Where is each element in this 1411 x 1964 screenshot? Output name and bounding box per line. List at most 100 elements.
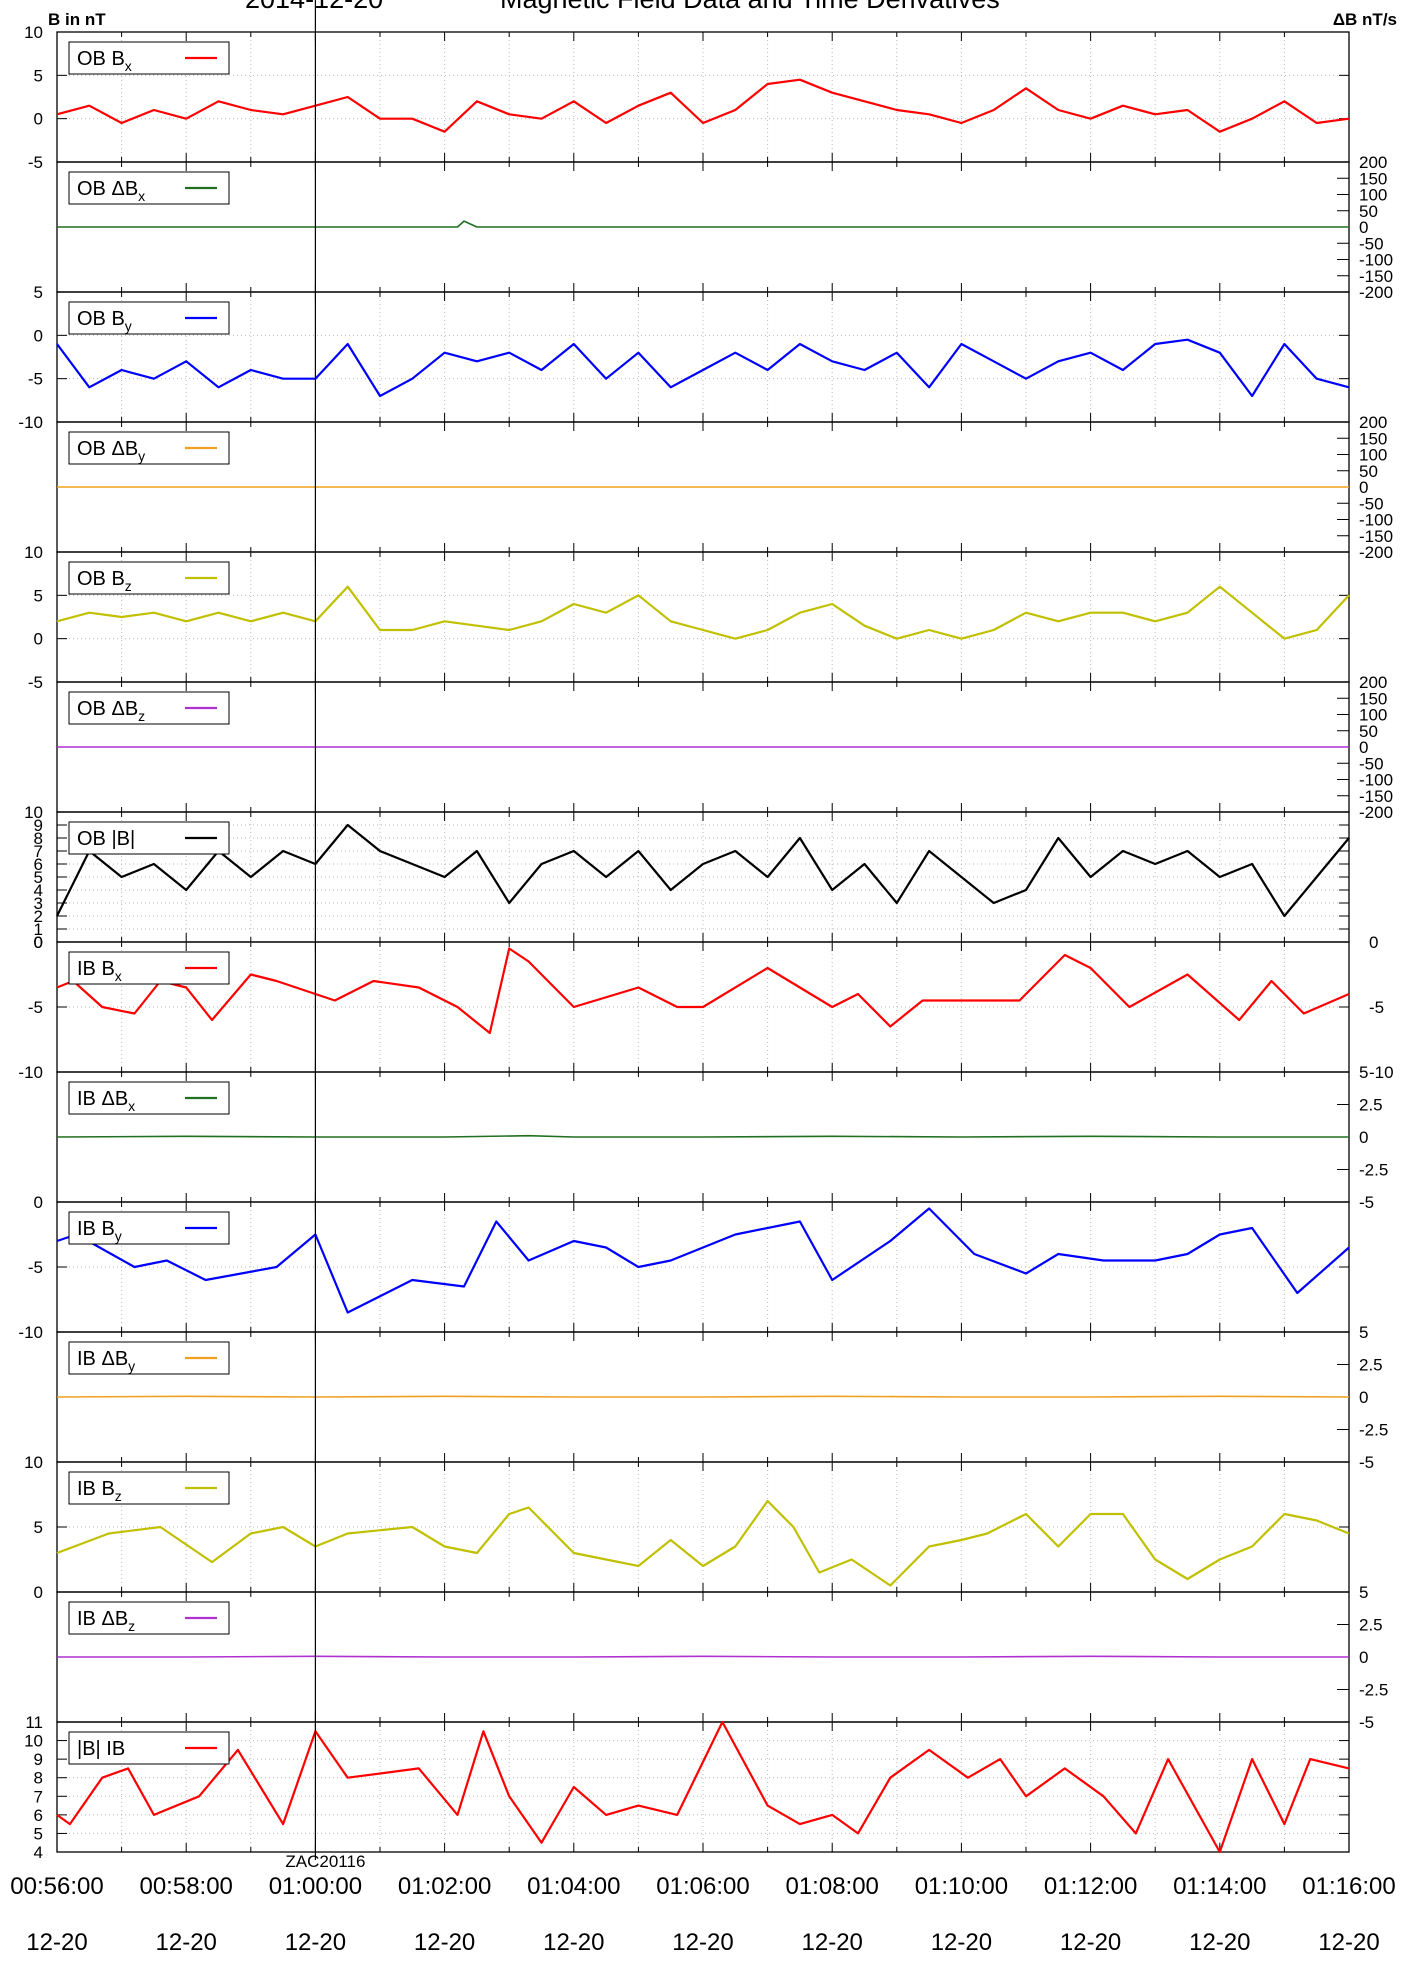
x-tick-time: 00:56:00 xyxy=(10,1873,103,1900)
y-tick-label: 0 xyxy=(34,326,43,345)
x-tick-time: 01:02:00 xyxy=(398,1873,491,1900)
legend-box xyxy=(68,821,230,855)
x-tick-time: 01:04:00 xyxy=(527,1873,620,1900)
y-tick-label: 8 xyxy=(34,829,43,848)
x-tick-time: 01:16:00 xyxy=(1302,1873,1395,1900)
y-tick-label: -10 xyxy=(18,1323,43,1342)
series-line xyxy=(56,1395,1350,1398)
y-tick-label: 100 xyxy=(1359,186,1387,205)
y-tick-label: -5 xyxy=(1359,1713,1374,1732)
series-line xyxy=(56,585,1350,640)
y-tick-label: -10 xyxy=(18,413,43,432)
y-tick-label: -2.5 xyxy=(1359,1681,1388,1700)
legend: IB By xyxy=(68,1211,230,1245)
x-tick-date: 12-20 xyxy=(414,1929,475,1956)
panel-5: 10 5 0 -5 OB Bz xyxy=(24,543,1350,692)
y-tick-label: 0 xyxy=(34,933,43,952)
legend-box xyxy=(68,301,230,335)
y-tick-label: 50 xyxy=(1359,202,1378,221)
y-tick-label: 7 xyxy=(34,1787,43,1806)
y-tick-label: -200 xyxy=(1359,803,1393,822)
legend-label: OB By xyxy=(77,308,132,334)
y-tick-label: 4 xyxy=(34,881,43,900)
legend-label: IB ΔBz xyxy=(77,1608,135,1634)
y-tick-label: 4 xyxy=(34,1843,43,1862)
y-tick-label: 5 xyxy=(34,283,43,302)
x-tick-time: 01:06:00 xyxy=(656,1873,749,1900)
legend-label: OB Bx xyxy=(77,48,132,74)
y-tick-label: -100 xyxy=(1359,511,1393,530)
legend-box xyxy=(68,951,230,985)
time-axis: 00:56:00 12-20 00:58:00 12-20 01:00:00 12-20 0… xyxy=(10,1873,1395,1956)
y-tick-label: 2.5 xyxy=(1359,1616,1383,1635)
legend-label: IB Bx xyxy=(77,958,122,984)
series-line xyxy=(56,1499,1350,1587)
y-tick-label: 150 xyxy=(1359,169,1387,188)
y-tick-label: -100 xyxy=(1359,251,1393,270)
legend: IB ΔBz xyxy=(68,1601,230,1635)
y-tick-label: 0 xyxy=(1359,478,1368,497)
panel-12: 10 5 0 IB Bz xyxy=(24,1453,1350,1602)
y-tick-label: 5 xyxy=(34,66,43,85)
y-tick-label: 0 xyxy=(34,1193,43,1212)
x-tick-date: 12-20 xyxy=(285,1929,346,1956)
panel-9: 5 2.5 0 -2.5 -5 IB ΔBx xyxy=(56,1063,1388,1212)
y-tick-label: -5 xyxy=(28,998,43,1017)
y-tick-label: -5 xyxy=(28,153,43,172)
series-line xyxy=(57,220,1349,228)
y-tick-label: 0 xyxy=(1359,1648,1368,1667)
y-tick-label: 9 xyxy=(34,1750,43,1769)
x-tick-time: 01:00:00 xyxy=(269,1873,362,1900)
y-tick-label: -50 xyxy=(1359,494,1384,513)
legend-label: OB ΔBz xyxy=(77,698,145,724)
y-tick-label: -10 xyxy=(18,1063,43,1082)
y-tick-label: -150 xyxy=(1359,787,1393,806)
y-tick-label: 0 xyxy=(1359,1128,1368,1147)
chart-date: 2014-12-20 xyxy=(245,0,383,14)
x-tick-time: 01:08:00 xyxy=(785,1873,878,1900)
series-line xyxy=(56,78,1350,133)
y-tick-label: -50 xyxy=(1359,234,1384,253)
y-tick-label: 150 xyxy=(1359,429,1387,448)
series-line xyxy=(56,947,1350,1035)
y-tick-label: 200 xyxy=(1359,413,1387,432)
y-tick-label: -2.5 xyxy=(1359,1161,1388,1180)
legend-label: IB ΔBx xyxy=(77,1088,135,1114)
legend: OB Bx xyxy=(68,41,230,75)
y-tick-label: 0 xyxy=(34,933,43,952)
legend-label: IB ΔBy xyxy=(77,1348,135,1374)
legend-label: IB Bz xyxy=(77,1478,122,1504)
y-tick-label: 7 xyxy=(34,842,43,861)
y-tick-label: 5 xyxy=(34,868,43,887)
y-tick-label: 0 xyxy=(1359,218,1368,237)
y-tick-label-right: -10 xyxy=(1369,1063,1394,1082)
y-tick-label-right: -5 xyxy=(1369,998,1384,1017)
series-line xyxy=(56,1720,1350,1854)
x-tick-date: 12-20 xyxy=(1060,1929,1121,1956)
y-tick-label: 10 xyxy=(24,1453,43,1472)
y-tick-label: -100 xyxy=(1359,771,1393,790)
legend: IB ΔBx xyxy=(68,1081,230,1115)
y-tick-label: 5 xyxy=(1359,1323,1368,1342)
y-tick-label: 0 xyxy=(34,630,43,649)
x-tick-date: 12-20 xyxy=(156,1929,217,1956)
x-tick-date: 12-20 xyxy=(26,1929,87,1956)
x-tick-time: 00:58:00 xyxy=(139,1873,232,1900)
y-tick-label: 10 xyxy=(24,543,43,562)
legend: OB By xyxy=(68,301,230,335)
y-tick-label: -50 xyxy=(1359,754,1384,773)
legend-label: OB ΔBy xyxy=(77,438,145,464)
y-tick-label: 5 xyxy=(34,1824,43,1843)
y-tick-label: 3 xyxy=(34,894,43,913)
y-tick-label: 50 xyxy=(1359,722,1378,741)
y-tick-label: -150 xyxy=(1359,267,1393,286)
y-tick-label: 2.5 xyxy=(1359,1356,1383,1375)
y-tick-label: 11 xyxy=(25,1713,43,1732)
y-tick-label: -2.5 xyxy=(1359,1421,1388,1440)
legend: IB Bx xyxy=(68,951,230,985)
series-line xyxy=(56,338,1350,398)
series-line xyxy=(56,1207,1350,1314)
